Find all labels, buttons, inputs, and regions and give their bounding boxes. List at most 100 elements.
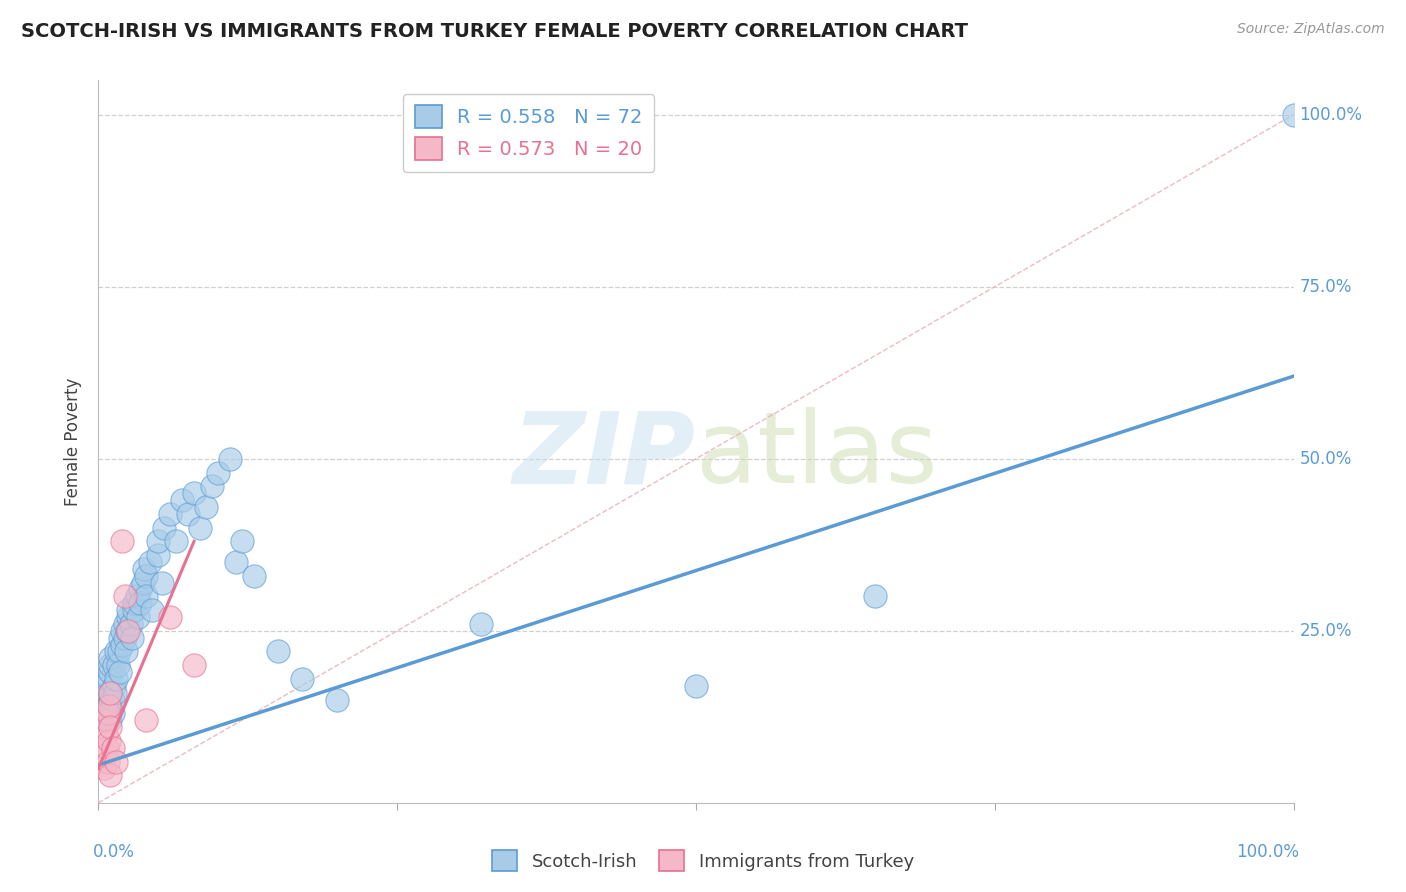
Point [101, 692, 124, 706]
Point [188, 520, 211, 534]
Point [98, 672, 121, 686]
Point [98, 720, 122, 734]
Point [1282, 108, 1305, 122]
Text: ZIP: ZIP [513, 408, 696, 505]
Point [114, 631, 136, 645]
Point [96, 713, 118, 727]
Point [865, 590, 887, 604]
Point [98, 699, 122, 714]
Point [243, 568, 266, 582]
Point [127, 610, 149, 624]
Point [159, 610, 181, 624]
Text: 75.0%: 75.0% [1299, 277, 1353, 296]
Point [97, 706, 120, 721]
Point [97, 699, 120, 714]
Point [183, 486, 205, 500]
Point [117, 603, 139, 617]
Point [105, 755, 128, 769]
Point [105, 644, 128, 658]
Point [291, 672, 314, 686]
Point [94, 727, 117, 741]
Point [135, 590, 157, 604]
Point [131, 575, 153, 590]
Point [98, 658, 122, 673]
Point [124, 603, 146, 617]
Point [101, 706, 124, 721]
Legend: Scotch-Irish, Immigrants from Turkey: Scotch-Irish, Immigrants from Turkey [485, 843, 921, 879]
Point [129, 582, 152, 597]
Point [107, 644, 129, 658]
Point [231, 534, 253, 549]
Point [93, 713, 115, 727]
Point [101, 740, 124, 755]
Legend: R = 0.558   N = 72, R = 0.573   N = 20: R = 0.558 N = 72, R = 0.573 N = 20 [404, 94, 654, 171]
Point [326, 692, 349, 706]
Point [115, 644, 138, 658]
Point [111, 638, 134, 652]
Point [195, 500, 218, 514]
Point [117, 610, 139, 624]
Point [177, 507, 200, 521]
Point [103, 679, 125, 693]
Text: 25.0%: 25.0% [1299, 622, 1353, 640]
Point [470, 616, 492, 631]
Point [172, 493, 194, 508]
Point [225, 555, 247, 569]
Point [104, 686, 127, 700]
Point [105, 672, 128, 686]
Text: SCOTCH-IRISH VS IMMIGRANTS FROM TURKEY FEMALE POVERTY CORRELATION CHART: SCOTCH-IRISH VS IMMIGRANTS FROM TURKEY F… [21, 22, 969, 41]
Point [98, 665, 122, 679]
Point [114, 590, 136, 604]
Point [108, 631, 131, 645]
Text: 0.0%: 0.0% [93, 843, 135, 861]
Point [114, 616, 136, 631]
Point [115, 624, 138, 638]
Point [111, 624, 134, 638]
Text: Source: ZipAtlas.com: Source: ZipAtlas.com [1237, 22, 1385, 37]
Point [103, 658, 125, 673]
Point [98, 699, 121, 714]
Point [201, 479, 224, 493]
Point [120, 616, 142, 631]
Point [135, 568, 157, 582]
Point [117, 624, 139, 638]
Text: 50.0%: 50.0% [1299, 450, 1353, 467]
Point [132, 562, 155, 576]
Point [121, 631, 143, 645]
Point [148, 534, 170, 549]
Point [108, 665, 131, 679]
Point [148, 548, 170, 562]
Point [98, 692, 122, 706]
Text: 100.0%: 100.0% [1299, 105, 1362, 124]
Text: atlas: atlas [696, 408, 938, 505]
Point [98, 713, 122, 727]
Point [96, 740, 118, 755]
Point [141, 603, 163, 617]
Point [94, 747, 117, 762]
Point [129, 596, 152, 610]
Point [111, 534, 134, 549]
Point [153, 520, 176, 534]
Point [207, 466, 229, 480]
Point [98, 734, 121, 748]
Point [135, 713, 157, 727]
Point [165, 534, 187, 549]
Point [219, 451, 242, 466]
Point [267, 644, 290, 658]
Text: 100.0%: 100.0% [1236, 843, 1299, 861]
Y-axis label: Female Poverty: Female Poverty [65, 377, 83, 506]
Point [124, 596, 146, 610]
Point [139, 555, 162, 569]
Point [107, 658, 129, 673]
Point [93, 761, 115, 775]
Point [93, 692, 115, 706]
Point [96, 679, 118, 693]
Point [96, 706, 118, 721]
Point [98, 706, 121, 721]
Point [98, 651, 122, 665]
Point [98, 686, 122, 700]
Point [97, 755, 120, 769]
Point [125, 590, 148, 604]
Point [183, 658, 205, 673]
Point [98, 768, 122, 782]
